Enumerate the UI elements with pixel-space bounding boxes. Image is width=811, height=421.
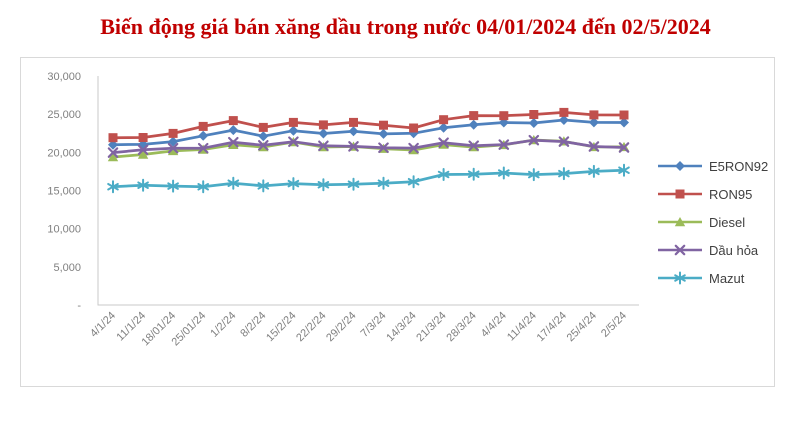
x-tick-label: 15/2/24 <box>264 310 298 344</box>
legend-item-e5ron92[interactable]: E5RON92 <box>657 152 768 180</box>
legend-marker-e5ron92-icon <box>658 161 702 171</box>
legend-item-dau-hoa[interactable]: Dầu hỏa <box>657 236 768 264</box>
y-tick-label: 15,000 <box>47 186 81 198</box>
series-dau-hoa <box>107 134 630 158</box>
series-ron95 <box>108 107 629 143</box>
x-tick-label: 11/4/24 <box>505 310 539 344</box>
legend-label-ron95: RON95 <box>709 186 753 202</box>
series-line-e5ron92 <box>111 118 626 147</box>
chart-title: Biến động giá bán xăng dầu trong nước 04… <box>100 14 711 39</box>
x-tick-label: 25/4/24 <box>565 310 599 344</box>
legend-marker-mazut-icon <box>658 271 702 285</box>
x-tick-label: 28/3/24 <box>444 310 478 344</box>
x-tick-label: 29/2/24 <box>324 310 358 344</box>
x-tick-label: 1/2/24 <box>208 310 238 340</box>
legend-item-mazut[interactable]: Mazut <box>657 264 768 292</box>
x-tick-label: 22/2/24 <box>294 310 328 344</box>
legend-marker-ron95-icon <box>658 189 702 199</box>
legend-marker-dau-hoa-icon <box>658 244 702 256</box>
y-tick-label: - <box>77 300 81 312</box>
y-axis-labels: - 5,000 10,000 15,000 20,000 25,000 30,000 <box>47 71 81 312</box>
chart-legend: E5RON92 RON95 Diesel Dầu hỏa Mazut <box>657 152 768 292</box>
x-tick-label: 2/5/24 <box>599 310 629 340</box>
legend-label-diesel: Diesel <box>709 214 746 230</box>
legend-label-mazut: Mazut <box>709 270 745 286</box>
y-tick-label: 5,000 <box>53 262 81 274</box>
legend-item-diesel[interactable]: Diesel <box>657 208 768 236</box>
series-line-dau-hoa <box>111 138 626 154</box>
x-tick-label: 21/3/24 <box>414 310 448 344</box>
y-tick-label: 25,000 <box>47 109 81 121</box>
series-line-mazut <box>111 168 626 189</box>
axis-lines <box>97 76 639 306</box>
legend-label-e5ron92: E5RON92 <box>709 158 769 174</box>
y-tick-label: 20,000 <box>47 147 81 159</box>
legend-item-ron95[interactable]: RON95 <box>657 180 768 208</box>
y-tick-label: 30,000 <box>47 71 81 83</box>
legend-marker-diesel-icon <box>658 217 702 227</box>
legend-label-dau-hoa: Dầu hỏa <box>709 242 759 258</box>
line-chart-plot: - 5,000 10,000 15,000 20,000 25,000 30,000 4/1/… <box>47 71 639 349</box>
y-tick-label: 10,000 <box>47 224 81 236</box>
series-line-ron95 <box>111 111 626 140</box>
series-mazut <box>107 163 630 194</box>
series-e5ron92 <box>108 115 629 150</box>
x-tick-label: 14/3/24 <box>384 310 418 344</box>
chart-area: - 5,000 10,000 15,000 20,000 25,000 30,000 4/1/… <box>20 57 775 387</box>
x-tick-label: 17/4/24 <box>535 310 569 344</box>
